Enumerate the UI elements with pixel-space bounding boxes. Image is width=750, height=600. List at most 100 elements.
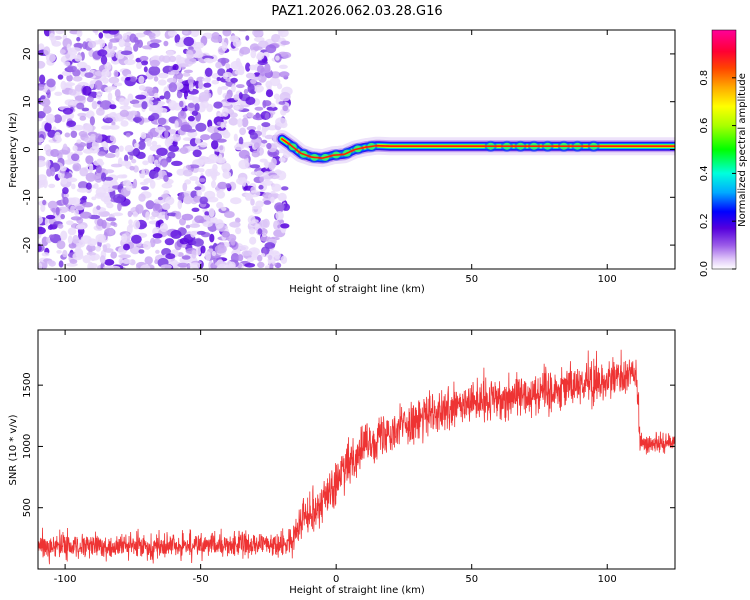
noise-blob [257, 254, 263, 262]
noise-blob [177, 252, 184, 257]
noise-blob [67, 235, 73, 245]
noise-blob [57, 74, 64, 80]
noise-blob [153, 159, 159, 167]
noise-blob [216, 157, 226, 164]
noise-blob [124, 145, 134, 153]
colorbar-axis: 0.0 0.2 0.4 0.6 0.8 [699, 70, 736, 277]
noise-blob [170, 69, 180, 75]
noise-blob [71, 183, 76, 190]
noise-blob [119, 105, 131, 110]
noise-blob [110, 251, 117, 259]
noise-blob [132, 117, 142, 123]
noise-blob [81, 195, 88, 201]
noise-blob [258, 184, 264, 190]
noise-blob [267, 125, 278, 131]
noise-blob [94, 80, 103, 90]
noise-blob [210, 132, 223, 141]
noise-blob [228, 117, 239, 126]
noise-blob [66, 43, 71, 52]
noise-blob [123, 42, 131, 47]
noise-blob [144, 256, 153, 265]
noise-blob [244, 263, 256, 268]
noise-blob [217, 181, 228, 190]
noise-blob [104, 176, 114, 181]
noise-blob [238, 92, 243, 100]
noise-blob [230, 77, 238, 83]
noise-blob [191, 207, 200, 212]
noise-blob [62, 249, 68, 258]
noise-blob [115, 148, 120, 158]
noise-blob [60, 230, 68, 241]
snr-xtick-label: -100 [54, 574, 77, 585]
noise-blob [268, 162, 276, 171]
noise-blob [46, 78, 56, 88]
noise-blob [121, 174, 128, 179]
noise-blob [95, 233, 106, 243]
noise-blob [104, 259, 115, 266]
noise-blob [142, 160, 149, 166]
noise-blob [84, 72, 94, 78]
noise-blob [105, 217, 117, 222]
noise-blob [66, 65, 77, 73]
noise-blob [92, 30, 99, 33]
noise-blob [135, 94, 147, 100]
noise-blob [186, 95, 196, 101]
noise-blob [269, 263, 274, 269]
noise-blob [157, 117, 167, 126]
noise-blob [184, 57, 197, 65]
noise-blob [221, 162, 232, 173]
snr-frame [37, 329, 676, 570]
noise-blob [150, 112, 160, 120]
noise-blob [236, 84, 245, 89]
noise-blob [251, 150, 260, 158]
noise-blob [72, 76, 83, 82]
noise-blob [249, 236, 257, 245]
snr-ytick-label: 1500 [22, 372, 33, 397]
noise-blob [119, 109, 130, 117]
noise-blob [206, 103, 214, 113]
noise-blob [181, 244, 187, 248]
noise-blob [149, 42, 160, 49]
noise-blob [107, 30, 119, 35]
spec-xtick-label: 0 [333, 274, 339, 285]
noise-blob [50, 166, 56, 177]
spec-xtick-label: -50 [192, 274, 208, 285]
noise-blob [198, 80, 203, 90]
noise-blob [66, 120, 77, 127]
noise-blob [245, 35, 250, 41]
noise-blob [167, 30, 178, 37]
noise-blob [125, 77, 131, 81]
ridge-core [281, 138, 675, 159]
noise-blob [181, 213, 194, 221]
noise-blob [249, 190, 261, 198]
noise-blob [74, 203, 86, 211]
noise-blob [250, 78, 257, 84]
noise-blob [129, 99, 140, 105]
noise-blob [66, 220, 74, 226]
noise-blob [153, 92, 159, 99]
noise-blob [167, 151, 176, 159]
noise-blob [105, 53, 115, 58]
noise-blob [82, 202, 94, 208]
noise-blob [207, 119, 213, 128]
noise-blob [108, 41, 113, 50]
noise-blob [211, 79, 220, 85]
noise-blob [53, 114, 62, 124]
noise-blob [106, 202, 114, 209]
noise-blob [55, 206, 60, 216]
noise-blob [246, 125, 257, 131]
noise-blob [207, 92, 212, 99]
noise-blob [257, 261, 265, 268]
noise-blob [145, 200, 155, 210]
noise-blob [58, 260, 64, 268]
noise-blob [97, 151, 106, 157]
noise-blob [82, 85, 92, 96]
noise-blob [113, 82, 123, 87]
noise-blob [162, 55, 171, 63]
figure-title: PAZ1.2026.062.03.28.G16 [271, 4, 442, 19]
noise-blob [245, 62, 251, 72]
noise-blob [261, 122, 271, 128]
noise-blob [183, 30, 189, 35]
noise-blob [242, 141, 255, 147]
noise-blob [211, 172, 217, 181]
